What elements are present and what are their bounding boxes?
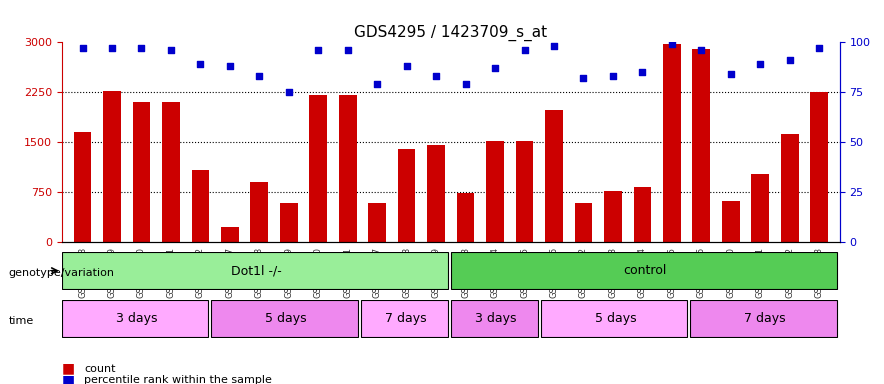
- Bar: [545, 110, 563, 242]
- FancyBboxPatch shape: [541, 300, 687, 337]
- Bar: [73, 132, 91, 242]
- FancyBboxPatch shape: [451, 300, 537, 337]
- Point: [517, 47, 531, 53]
- Text: ■: ■: [62, 362, 75, 376]
- Text: genotype/variation: genotype/variation: [9, 268, 115, 278]
- Text: Dot1l -/-: Dot1l -/-: [231, 264, 282, 277]
- Bar: [339, 96, 356, 242]
- Point: [547, 43, 561, 49]
- Text: 3 days: 3 days: [116, 312, 157, 325]
- Point: [488, 65, 502, 71]
- Point: [75, 45, 89, 51]
- Point: [665, 41, 679, 47]
- Bar: [751, 174, 769, 242]
- Bar: [133, 102, 150, 242]
- Point: [311, 47, 325, 53]
- FancyBboxPatch shape: [361, 300, 448, 337]
- Point: [812, 45, 827, 51]
- Point: [164, 47, 178, 53]
- Point: [576, 75, 591, 81]
- Bar: [221, 227, 239, 242]
- FancyBboxPatch shape: [62, 252, 448, 289]
- FancyBboxPatch shape: [62, 300, 209, 337]
- Title: GDS4295 / 1423709_s_at: GDS4295 / 1423709_s_at: [354, 25, 547, 41]
- Bar: [634, 187, 652, 242]
- Point: [782, 57, 796, 63]
- Bar: [398, 149, 415, 242]
- Bar: [486, 141, 504, 242]
- Text: count: count: [84, 364, 116, 374]
- Point: [400, 63, 414, 69]
- Point: [252, 73, 266, 79]
- Bar: [280, 203, 298, 242]
- Bar: [427, 145, 445, 242]
- Text: time: time: [9, 316, 34, 326]
- Bar: [192, 170, 210, 242]
- Text: 7 days: 7 days: [744, 312, 786, 325]
- Point: [134, 45, 149, 51]
- Point: [340, 47, 354, 53]
- FancyBboxPatch shape: [211, 300, 358, 337]
- Bar: [103, 91, 121, 242]
- Bar: [162, 102, 179, 242]
- Point: [724, 71, 738, 77]
- Point: [223, 63, 237, 69]
- Text: 5 days: 5 days: [265, 312, 307, 325]
- Bar: [811, 92, 828, 242]
- Point: [636, 69, 650, 75]
- Bar: [250, 182, 268, 242]
- FancyBboxPatch shape: [451, 252, 837, 289]
- Text: 3 days: 3 days: [475, 312, 516, 325]
- Bar: [663, 43, 681, 242]
- Bar: [515, 141, 533, 242]
- Bar: [575, 203, 592, 242]
- Text: 5 days: 5 days: [595, 312, 636, 325]
- Text: 7 days: 7 days: [385, 312, 427, 325]
- Bar: [309, 95, 327, 242]
- Bar: [369, 203, 386, 242]
- Bar: [781, 134, 798, 242]
- Point: [606, 73, 620, 79]
- Bar: [604, 191, 621, 242]
- Bar: [722, 201, 740, 242]
- Point: [105, 45, 119, 51]
- Point: [459, 81, 473, 87]
- Point: [694, 47, 708, 53]
- Text: percentile rank within the sample: percentile rank within the sample: [84, 375, 272, 384]
- Text: control: control: [623, 264, 667, 277]
- Point: [753, 61, 767, 67]
- Point: [370, 81, 385, 87]
- Bar: [692, 49, 710, 242]
- Text: ■: ■: [62, 373, 75, 384]
- Point: [429, 73, 443, 79]
- Point: [282, 89, 296, 95]
- Bar: [457, 193, 475, 242]
- Point: [194, 61, 208, 67]
- FancyBboxPatch shape: [690, 300, 837, 337]
